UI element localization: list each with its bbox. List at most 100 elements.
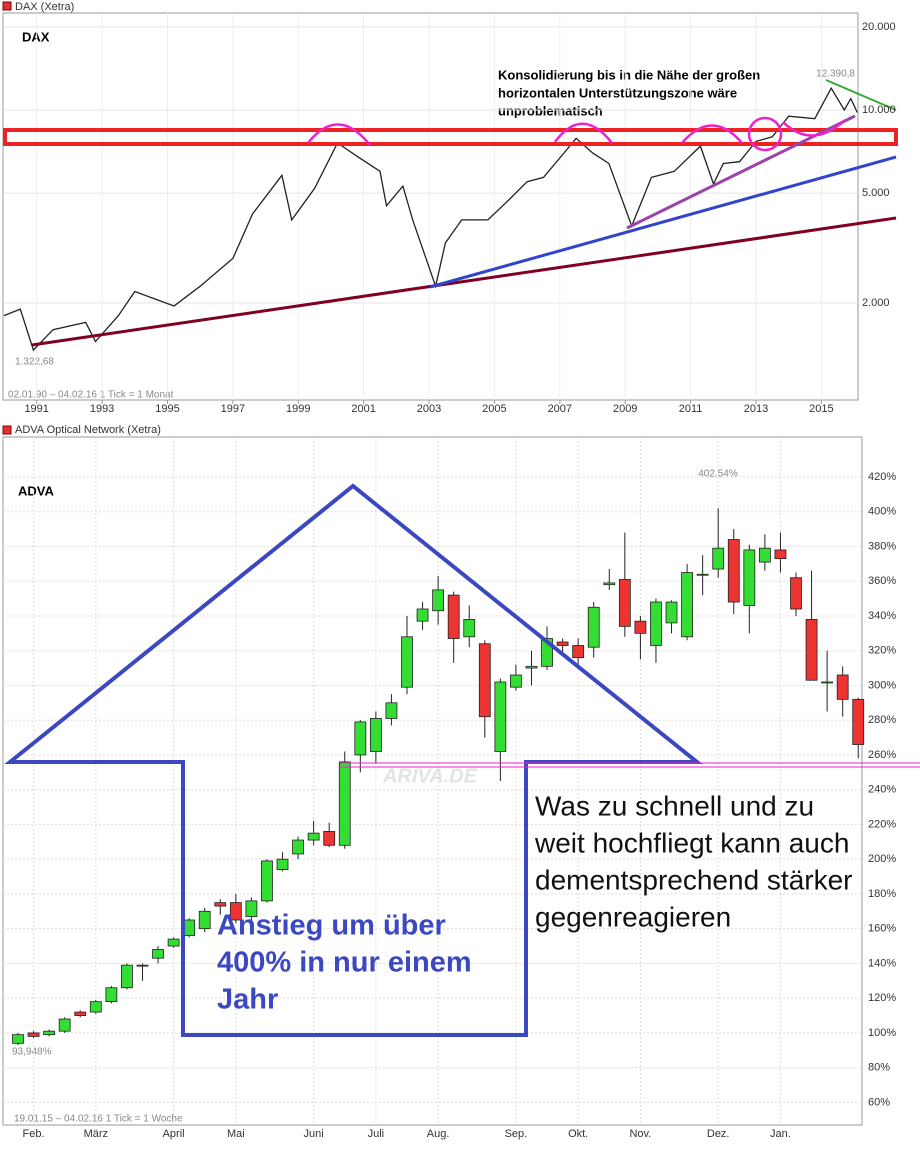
candle-body xyxy=(541,638,553,667)
y-tick-label: 2.000 xyxy=(862,297,890,309)
candle-body xyxy=(836,674,849,700)
candle-body xyxy=(556,641,569,646)
candle-body xyxy=(852,698,865,745)
x-tick-label: Okt. xyxy=(568,1128,588,1140)
candle-body xyxy=(12,1034,24,1044)
legend-swatch xyxy=(2,1,12,11)
candle-body xyxy=(89,1001,102,1013)
candle-body xyxy=(681,572,693,638)
candle-body xyxy=(510,674,522,688)
x-tick-label: 1991 xyxy=(24,403,48,415)
x-tick-label: 1997 xyxy=(221,403,245,415)
annotation-line: Was zu schnell und zu xyxy=(535,790,814,821)
candle-body xyxy=(136,964,149,967)
legend-swatch xyxy=(2,425,12,435)
trendline xyxy=(429,155,897,289)
x-tick-label: Mai xyxy=(227,1128,245,1140)
y-tick-label: 120% xyxy=(868,992,896,1004)
candle-body xyxy=(276,858,289,871)
y-tick-label: 10.000 xyxy=(862,104,896,116)
x-tick-label: Dez. xyxy=(707,1128,730,1140)
arrow-drawing xyxy=(4,483,703,1037)
high-label: 12.390,8 xyxy=(816,69,855,80)
candle-body xyxy=(292,839,304,855)
x-tick-label: 2013 xyxy=(744,403,768,415)
candle-body xyxy=(603,582,616,586)
x-tick-label: Jan. xyxy=(770,1128,791,1140)
x-tick-label: 2003 xyxy=(417,403,441,415)
x-tick-label: Aug. xyxy=(427,1128,450,1140)
candle-body xyxy=(74,1011,87,1016)
annotation-line: weit hochfliegt kann auch xyxy=(534,827,849,858)
annotation: Konsolidierung bis in die Nähe der große… xyxy=(498,67,760,118)
y-tick-label: 220% xyxy=(868,818,896,830)
candle-body xyxy=(478,643,491,718)
trendline xyxy=(825,79,897,111)
x-tick-label: März xyxy=(84,1128,108,1140)
candle-body xyxy=(634,620,647,634)
y-tick-label: 140% xyxy=(868,957,896,969)
range-note: 02.01.90 – 04.02.16 1 Tick = 1 Monat xyxy=(8,390,174,401)
candle-body xyxy=(323,830,336,846)
x-tick-label: April xyxy=(163,1128,185,1140)
candle-body xyxy=(696,573,709,576)
candle-body xyxy=(369,718,382,752)
candle-body xyxy=(587,606,600,648)
candle-body xyxy=(432,589,445,612)
x-tick-label: Juni xyxy=(304,1128,324,1140)
y-tick-label: 280% xyxy=(868,714,896,726)
candle-body xyxy=(354,721,367,756)
y-tick-label: 5.000 xyxy=(862,187,890,199)
y-tick-label: 100% xyxy=(868,1027,896,1039)
pattern-arc xyxy=(307,119,846,146)
x-tick-label: 2011 xyxy=(679,403,703,415)
chart-label: DAX xyxy=(22,29,50,44)
candle-body xyxy=(774,549,787,560)
candle-body xyxy=(338,761,351,846)
y-tick-label: 80% xyxy=(868,1062,890,1074)
series-line xyxy=(3,86,858,352)
candle-body xyxy=(58,1018,71,1032)
candle-body xyxy=(416,608,429,622)
candle-body xyxy=(727,539,740,603)
low-label: 1.322,68 xyxy=(15,357,54,368)
x-tick-label: 2009 xyxy=(613,403,637,415)
x-tick-label: 1999 xyxy=(286,403,310,415)
x-tick-label: 1993 xyxy=(90,403,114,415)
x-tick-label: 2005 xyxy=(482,403,506,415)
annotation-line: dementsprechend stärker xyxy=(535,864,853,895)
x-tick-label: 2007 xyxy=(548,403,572,415)
candle-body xyxy=(743,549,756,606)
candle-body xyxy=(245,900,258,917)
y-tick-label: 320% xyxy=(868,645,896,657)
y-tick-label: 340% xyxy=(868,610,896,622)
low-label: 93,948% xyxy=(12,1047,52,1058)
x-tick-label: Nov. xyxy=(629,1128,651,1140)
candle-body xyxy=(167,938,180,947)
y-tick-label: 160% xyxy=(868,923,896,935)
chart-title: ADVA Optical Network (Xetra) xyxy=(15,424,161,436)
candle-body xyxy=(198,910,211,930)
candle-body xyxy=(572,645,585,659)
candle-body xyxy=(105,987,118,1003)
x-tick-label: Sep. xyxy=(505,1128,528,1140)
range-note: 19.01.15 – 04.02.16 1 Tick = 1 Woche xyxy=(14,1114,183,1125)
trendline xyxy=(31,216,897,347)
candle-body xyxy=(805,619,818,681)
candle-body xyxy=(121,964,133,989)
y-tick-label: 240% xyxy=(868,784,896,796)
y-tick-label: 360% xyxy=(868,575,896,587)
y-tick-label: 200% xyxy=(868,853,896,865)
candle-body xyxy=(790,577,802,610)
annotation-line: gegenreagieren xyxy=(535,901,731,932)
candle-body xyxy=(27,1032,40,1037)
watermark: ARIVA.DE xyxy=(382,765,478,787)
grid xyxy=(3,437,862,1125)
y-tick-label: 380% xyxy=(868,540,896,552)
candle-body xyxy=(447,594,460,639)
y-tick-label: 20.000 xyxy=(862,21,896,33)
candle-body xyxy=(463,619,476,638)
candle-body xyxy=(821,681,834,684)
pattern-circle xyxy=(747,116,783,152)
